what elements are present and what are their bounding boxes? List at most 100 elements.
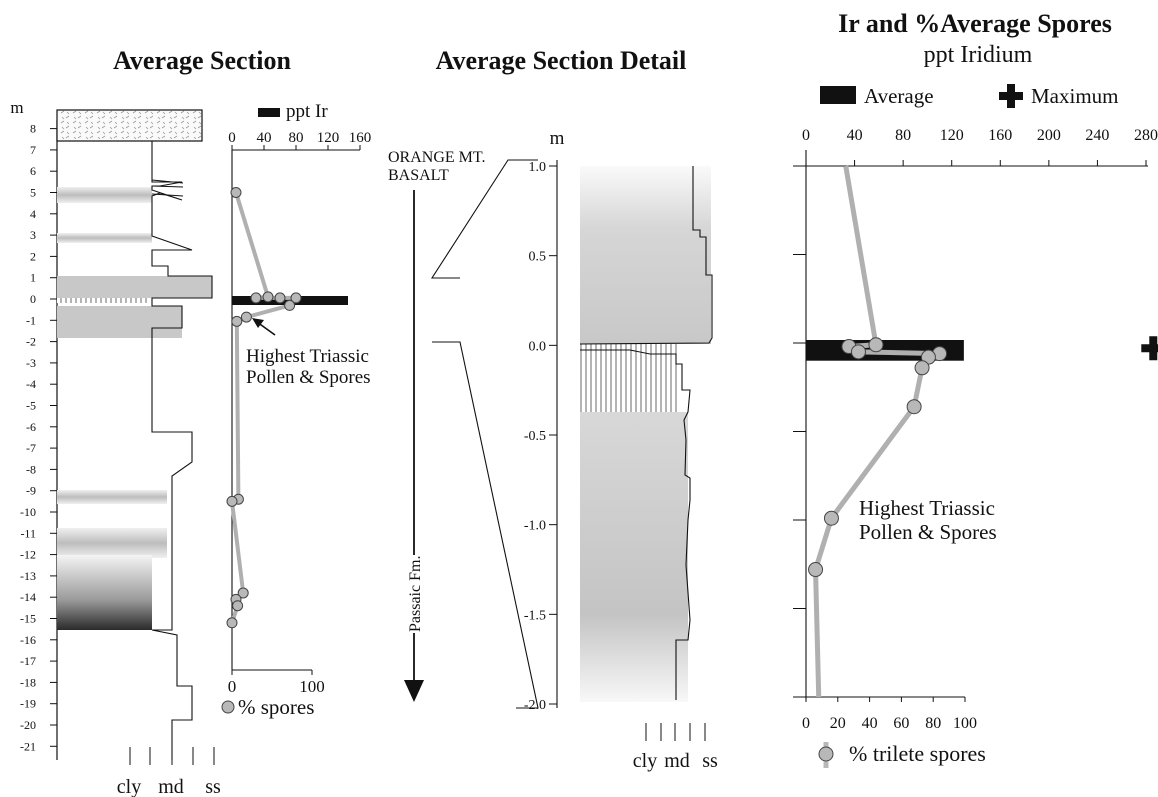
panel-3-spores-tick-label: 20 [830,715,846,732]
panel-1-y-tick-label: -18 [20,675,36,689]
gray-band-1m [57,276,212,298]
panel-3-spores-legend-label: % trilete spores [849,741,986,766]
panel-3-spores-tick-label: 60 [893,715,909,732]
panel-1-y-tick-label: -17 [20,654,36,668]
panel-3-spores-series-layer [808,165,948,698]
panel-3-ir-tick-label: 240 [1085,127,1109,144]
panel-1-y-tick-label: -6 [26,420,36,434]
panel-3-spores-tick-label: 0 [802,715,810,732]
panel-2-y-tick-label: -1.0 [524,519,546,534]
panel-1-y-tick-label: -12 [20,548,36,562]
panel-1-y-tick-label: -2 [26,335,36,349]
panel-1-title: Average Section [113,46,291,75]
panel-1-spores-tick-label: 0 [228,677,237,696]
panel-1-y-tick-label: -1 [26,313,36,327]
panel-1-ir-tick-label: 0 [228,130,236,146]
panel-1-y-tick-label: -14 [20,590,36,604]
panel-3-spores-point [823,510,839,526]
panel-3-spores-legend-marker [818,746,834,762]
panel-1-y-tick-label: -3 [26,356,36,370]
panel-2-grain-md: md [664,750,690,772]
panel-1-y-tick-label: -5 [26,399,36,413]
panel-1-spores-point [232,600,244,612]
panel-3-spores-point [850,344,866,360]
panel-1-spores-point [230,187,242,198]
hatched-interval [57,298,147,303]
panel-3-spores-tick-label: 80 [925,715,941,732]
panel-3-legend-average-swatch [820,86,856,104]
panel-1-y-tick-label: -11 [20,526,36,540]
panel-1-grain-cly: cly [117,776,141,797]
panel-1-y-unit: m [10,98,23,117]
panel-3-spores-tick-label: 100 [953,715,977,732]
panel-2-y-tick-label: 1.0 [529,160,547,175]
panel-ir-and-spores: Ir and %Average Spores ppt Iridium Avera… [793,9,1158,768]
panel-3-ir-tick-label: 160 [988,127,1012,144]
panel-1-spores-point [274,292,286,304]
dark-band-minus-14m [57,555,152,630]
panel-1-y-tick-label: -20 [20,718,36,732]
panel-3-spores-line [813,165,943,698]
basalt-box [56,109,203,142]
panel-1-spores-series-layer [226,187,302,629]
panel-3-ir-ticks: 0 40 80 120 160 200 240 280 [802,127,1158,166]
panel-3-annotation: Highest Triassic Pollen & Spores [859,496,997,544]
panel-1-spores-point [240,311,252,323]
panel-1-spores-line [230,191,298,624]
panel-1-lithology-column [56,109,213,760]
panel-1-grain-ticks [129,747,215,765]
panel-2-lithology-column [579,166,713,702]
panel-3-y-ticks [793,165,806,698]
panel-3-spores-ticks: 0 20 40 60 80 100 [802,697,977,732]
panel-1-spores-tick-label: 100 [299,677,325,696]
panel-1-y-tick-label: 7 [30,143,36,157]
panel-2-formation-arrowhead [404,680,424,702]
panel-1-annotation: Highest Triassic Pollen & Spores [246,346,371,388]
panel-2-formation-label: Passaic Fm. [407,556,424,632]
panel-3-ir-tick-label: 80 [895,127,911,144]
panel-1-y-tick-label: -7 [26,441,36,455]
panel-3-spores-point [914,360,930,376]
panel-1-spores-point [231,315,243,327]
gray-band-minus-11m [57,528,167,558]
panel-1-y-tick-label: -19 [20,697,36,711]
panel-1-y-tick-label: -13 [20,569,36,583]
panel-average-section: Average Section m 8 7 6 5 4 3 2 1 0 -1 -2 -3 -4 -5 -6 -… [10,46,371,797]
panel-2-top-unit-label: ORANGE MT. BASALT [388,149,485,184]
panel-2-y-ticks: 1.0 0.5 0.0 -0.5 -1.0 -1.5 -2.0 [524,160,557,713]
panel-1-y-tick-label: -8 [26,462,36,476]
panel-3-ir-tick-label: 0 [802,127,810,144]
panel-1-spores-point [284,299,296,311]
panel-2-y-tick-label: -1.5 [524,608,546,623]
panel-1-spores-ticks: 0 100 [228,670,325,696]
panel-1-grain-md: md [158,776,184,797]
panel-2-zoom-line-top [430,159,538,279]
panel-2-grain-ss: ss [702,750,718,772]
panel-3-legend-average-label: Average [864,84,934,108]
panel-1-annotation-arrowhead [252,318,264,328]
panel-2-formation-label-bg [405,555,423,633]
panel-1-y-tick-label: 8 [30,122,36,136]
panel-1-y-tick-label: -21 [20,739,36,753]
panel-1-ir-legend-label: ppt Ir [286,101,328,122]
plus-icon [999,84,1023,108]
panel-1-y-tick-label: 5 [30,186,36,200]
panel-1-spores-point [262,291,274,303]
panel-2-grain-ticks [645,723,706,741]
panel-1-y-tick-label: -15 [20,612,36,626]
gray-band-5m [57,187,152,203]
profile-wiggles [151,179,184,197]
panel-1-y-ticks: 8 7 6 5 4 3 2 1 0 -1 -2 -3 -4 -5 -6 -7 -8 -9 -10 -11 -12 -13 -… [20,122,57,753]
panel-1-grain-ss: ss [205,776,221,797]
panel-3-title: Ir and %Average Spores [838,9,1112,38]
panel-1-y-tick-label: 4 [30,207,36,221]
panel-1-spores-point [226,617,238,629]
panel-3-spores-point [808,562,824,578]
panel-1-y-tick-label: 0 [30,292,36,306]
panel-average-section-detail: Average Section Detail m 1.0 0.5 0.0 -0.5 -1… [388,46,718,772]
gray-band-3m [57,233,152,243]
panel-2-grain-cly: cly [633,750,657,772]
panel-1-spores-legend-label: % spores [238,695,314,719]
panel-3-subtitle: ppt Iridium [924,42,1033,68]
panel-1-ir-ticks: 0 40 80 120 160 [228,130,371,150]
